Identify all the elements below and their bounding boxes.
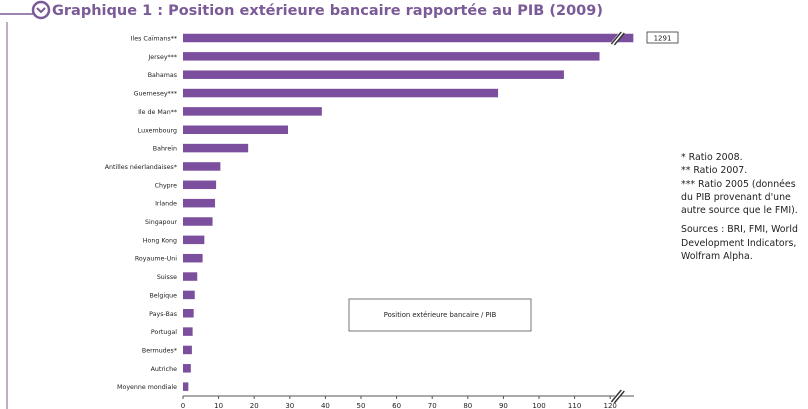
x-tick-label: 30 bbox=[285, 402, 294, 409]
bar bbox=[183, 144, 248, 153]
x-tick-label: 10 bbox=[214, 402, 223, 409]
footnote-1: * Ratio 2008. bbox=[681, 151, 806, 164]
bar bbox=[183, 272, 197, 281]
bar bbox=[183, 309, 194, 318]
category-label: Pays-Bas bbox=[149, 311, 177, 318]
category-label: Suisse bbox=[157, 274, 177, 281]
bar bbox=[183, 346, 192, 355]
x-tick-label: 20 bbox=[250, 402, 259, 409]
bar bbox=[183, 126, 288, 135]
category-label: Singapour bbox=[145, 219, 177, 226]
category-label: Chypre bbox=[155, 182, 178, 189]
bar bbox=[183, 364, 191, 373]
category-label: Portugal bbox=[151, 329, 177, 336]
value-label: 1291 bbox=[654, 35, 672, 43]
x-tick-label: 80 bbox=[463, 402, 472, 409]
bar bbox=[183, 254, 203, 263]
footnote-2: ** Ratio 2007. bbox=[681, 164, 806, 177]
category-label: Jersey*** bbox=[147, 54, 177, 61]
x-tick-label: 50 bbox=[357, 402, 366, 409]
category-label: Irlande bbox=[155, 201, 177, 208]
bar bbox=[183, 382, 188, 391]
bar bbox=[183, 162, 220, 171]
bar bbox=[183, 181, 216, 190]
category-label: Moyenne mondiale bbox=[117, 384, 177, 391]
category-label: Bermudes* bbox=[142, 347, 177, 354]
bar bbox=[183, 327, 193, 336]
category-label: Ile de Man** bbox=[138, 109, 177, 116]
x-tick-label: 0 bbox=[181, 402, 185, 409]
x-tick-label: 100 bbox=[532, 402, 545, 409]
category-label: Royaume-Uni bbox=[135, 256, 177, 263]
x-tick-label: 90 bbox=[499, 402, 508, 409]
category-label: Luxembourg bbox=[138, 127, 177, 134]
bar bbox=[183, 89, 498, 98]
bar bbox=[183, 291, 195, 300]
bar bbox=[183, 52, 600, 61]
category-label: Iles Caïmans** bbox=[131, 36, 177, 43]
bar bbox=[183, 107, 322, 116]
bar bbox=[183, 236, 204, 245]
category-label: Autriche bbox=[151, 366, 178, 373]
x-tick-label: 60 bbox=[392, 402, 401, 409]
category-label: Bahreïn bbox=[153, 146, 177, 153]
category-label: Guernesey*** bbox=[134, 91, 177, 98]
category-label: Belgique bbox=[149, 292, 177, 299]
footnote-3: *** Ratio 2005 (données du PIB provenant… bbox=[681, 178, 806, 218]
bar bbox=[183, 34, 633, 43]
x-tick-label: 70 bbox=[428, 402, 437, 409]
category-label: Hong Kong bbox=[143, 237, 177, 244]
bar bbox=[183, 199, 215, 208]
x-tick-label: 110 bbox=[568, 402, 581, 409]
x-tick-label: 40 bbox=[321, 402, 330, 409]
footnote-sources: Sources : BRI, FMI, World Development In… bbox=[681, 223, 806, 263]
footnotes: * Ratio 2008. ** Ratio 2007. *** Ratio 2… bbox=[681, 151, 806, 263]
category-label: Antilles néerlandaises* bbox=[105, 163, 177, 171]
category-label: Bahamas bbox=[148, 72, 177, 79]
legend-entry: Position extérieure bancaire / PIB bbox=[384, 311, 497, 319]
bar bbox=[183, 217, 213, 226]
bar bbox=[183, 70, 564, 79]
